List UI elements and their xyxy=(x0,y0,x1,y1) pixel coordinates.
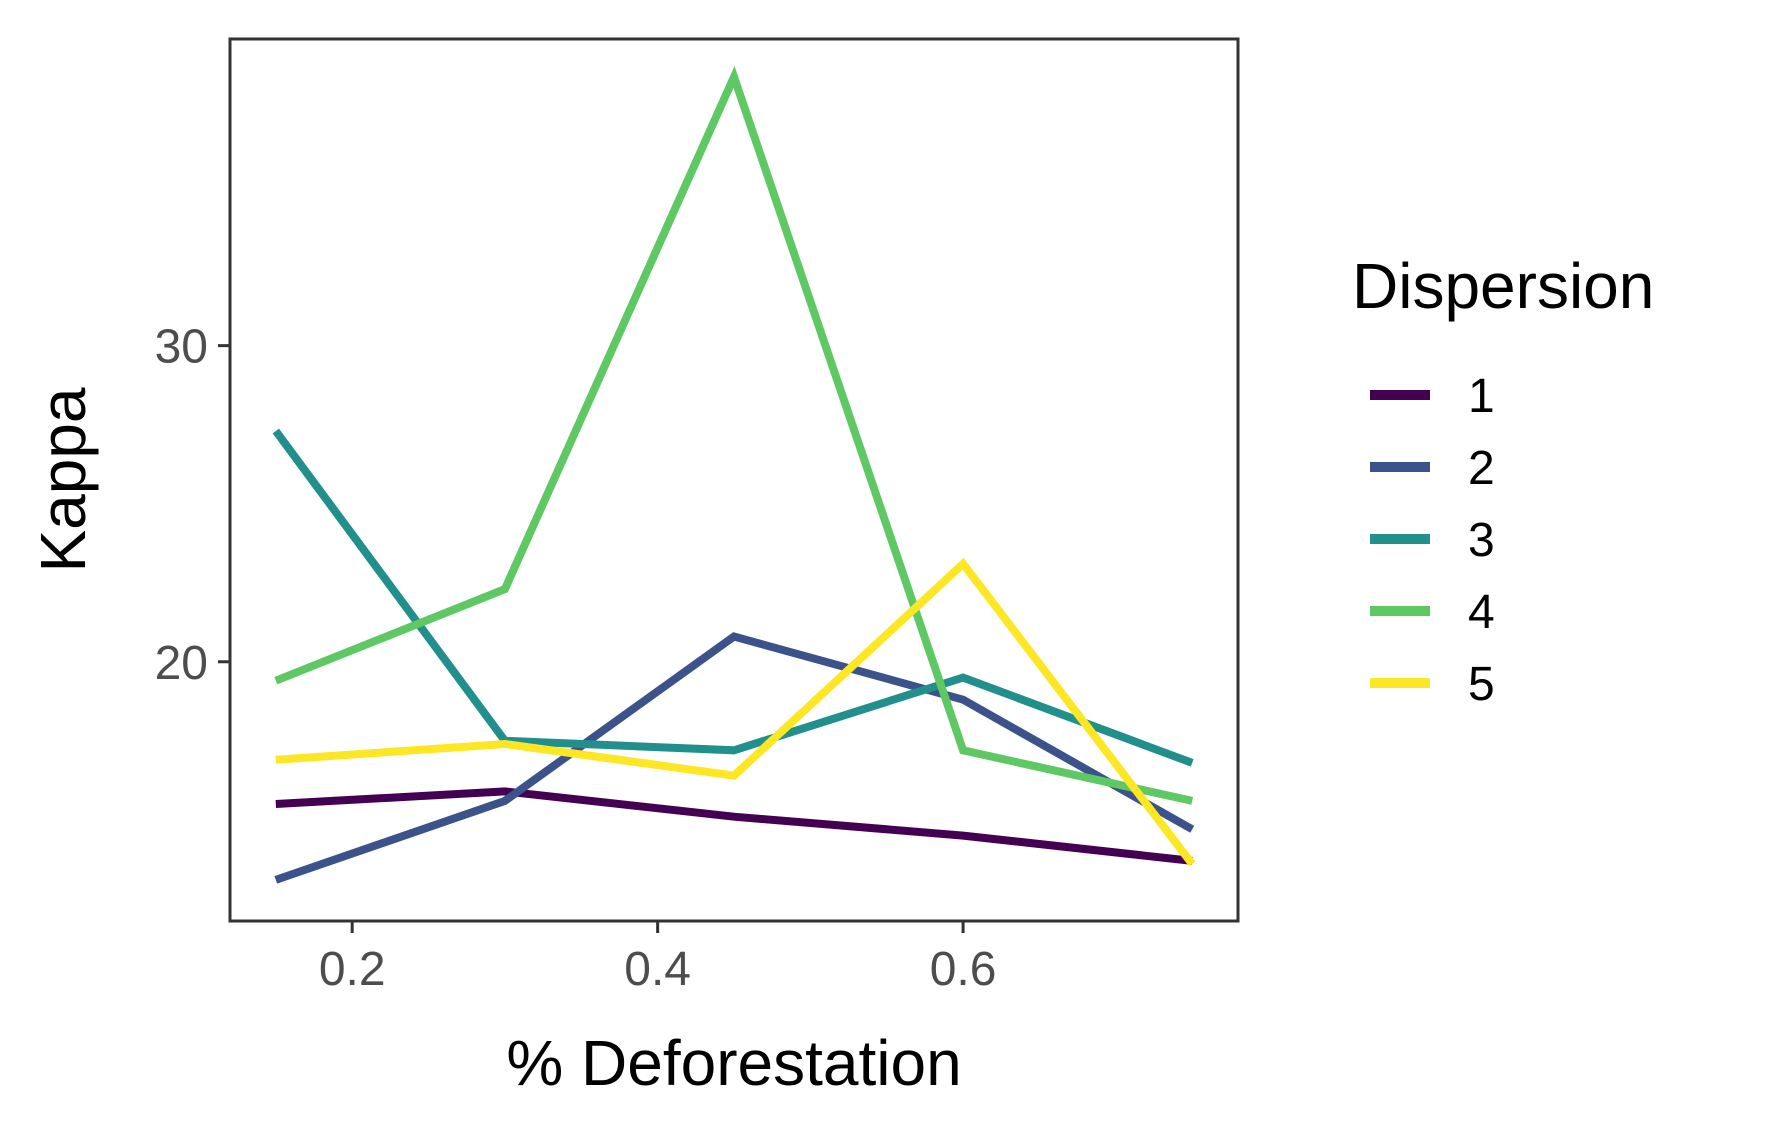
legend-label-2: 2 xyxy=(1468,442,1495,495)
series-line-3 xyxy=(272,428,1194,767)
x-axis-title: % Deforestation xyxy=(506,1027,961,1099)
panel-border xyxy=(228,37,1240,923)
y-axis-title: Kappa xyxy=(27,387,99,572)
series-line-5 xyxy=(275,557,1196,867)
x-tick-label: 0.2 xyxy=(319,943,386,996)
x-tick-label: 0.4 xyxy=(624,943,691,996)
legend-title: Dispersion xyxy=(1352,250,1654,322)
series-line-1 xyxy=(275,787,1193,865)
series-line-2 xyxy=(274,632,1195,884)
y-tick-label: 30 xyxy=(155,321,208,374)
legend: Dispersion 1 2 3 4 5 xyxy=(1352,250,1654,711)
legend-items: 1 2 3 4 5 xyxy=(1370,370,1495,711)
plot-area xyxy=(272,65,1196,884)
y-tick-label: 20 xyxy=(155,637,208,690)
series-line-4 xyxy=(274,65,1194,805)
legend-label-4: 4 xyxy=(1468,586,1495,639)
legend-label-5: 5 xyxy=(1468,658,1495,711)
legend-label-1: 1 xyxy=(1468,370,1495,423)
x-axis: 0.2 0.4 0.6 xyxy=(319,921,997,996)
x-tick-label: 0.6 xyxy=(930,943,997,996)
legend-label-3: 3 xyxy=(1468,514,1495,567)
